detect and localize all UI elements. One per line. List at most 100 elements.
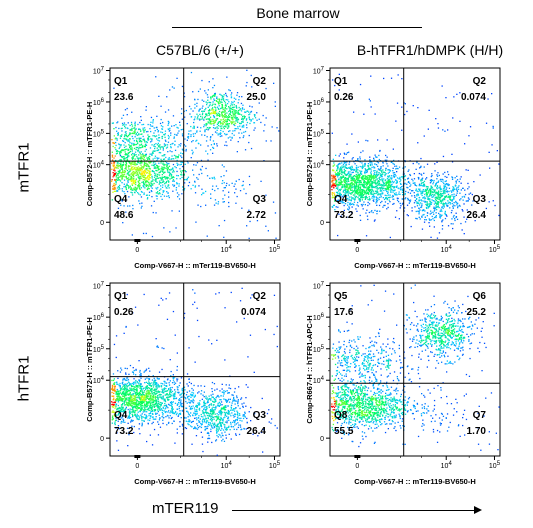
event-dot (172, 401, 174, 403)
event-dot (214, 111, 216, 113)
event-dot (429, 188, 432, 190)
event-dot (140, 141, 142, 143)
event-dot (426, 163, 429, 165)
event-dot (343, 171, 345, 173)
event-dot (217, 127, 219, 129)
event-dot (180, 170, 182, 172)
event-dot (200, 169, 202, 171)
event-dot (214, 95, 216, 97)
event-dot (392, 195, 394, 198)
event-dot (362, 175, 364, 177)
event-dot (200, 385, 202, 387)
event-dot (209, 404, 211, 406)
event-dot (199, 88, 201, 90)
event-dot (250, 74, 252, 77)
event-dot (364, 196, 366, 198)
event-dot (368, 199, 370, 201)
event-dot (274, 105, 276, 107)
event-dot (225, 384, 227, 386)
event-dot (366, 197, 368, 199)
event-dot (357, 159, 359, 161)
event-dot (168, 169, 171, 171)
event-dot (124, 151, 126, 153)
event-dot (442, 179, 444, 181)
event-dot (165, 387, 167, 390)
event-dot (449, 202, 451, 204)
event-dot (138, 144, 141, 146)
event-dot (157, 346, 159, 348)
event-dot (121, 182, 123, 184)
event-dot (121, 190, 124, 192)
event-dot (369, 177, 371, 179)
event-dot (422, 181, 425, 184)
event-dot (246, 110, 248, 112)
event-dot (388, 176, 390, 178)
event-dot (158, 140, 161, 142)
event-dot (135, 183, 137, 186)
event-dot (376, 199, 379, 201)
event-dot (140, 196, 143, 198)
event-dot (153, 200, 155, 202)
event-dot (385, 161, 387, 163)
event-dot (467, 182, 469, 185)
event-dot (443, 204, 445, 206)
event-dot (131, 129, 133, 132)
event-dot (119, 135, 122, 137)
event-dot (145, 168, 147, 170)
event-dot (468, 186, 470, 188)
event-dot (426, 207, 428, 209)
event-dot (407, 215, 409, 217)
event-dot (396, 182, 398, 184)
event-dot (118, 143, 120, 145)
event-dot (216, 115, 218, 117)
event-dot (201, 134, 203, 136)
event-dot (138, 379, 140, 381)
event-dot (202, 118, 204, 120)
event-dot (164, 133, 166, 135)
event-dot (364, 198, 366, 200)
event-dot (245, 192, 247, 195)
event-dot (443, 197, 446, 199)
event-dot (364, 181, 366, 183)
event-dot (151, 196, 153, 198)
event-dot (398, 187, 400, 190)
event-dot (113, 190, 116, 192)
event-dot (226, 182, 228, 185)
event-dot (347, 172, 350, 174)
event-dot (350, 168, 352, 170)
event-dot (358, 177, 360, 179)
event-dot (375, 187, 377, 189)
event-dot (355, 167, 358, 169)
event-dot (209, 422, 211, 424)
event-dot (113, 135, 115, 137)
event-dot (380, 194, 382, 196)
event-dot (120, 176, 122, 178)
event-dot (393, 186, 396, 188)
event-dot (194, 118, 196, 120)
event-dot (354, 179, 357, 182)
event-dot (348, 209, 350, 211)
event-dot (113, 128, 115, 130)
event-dot (222, 115, 225, 117)
event-dot (220, 401, 223, 403)
event-dot (218, 410, 221, 412)
event-dot (246, 225, 248, 227)
event-dot (115, 141, 117, 144)
event-dot (397, 187, 399, 189)
event-dot (112, 176, 114, 178)
event-dot (183, 416, 186, 419)
event-dot (365, 212, 367, 214)
event-dot (231, 118, 233, 121)
event-dot (354, 185, 356, 187)
event-dot (198, 173, 200, 176)
event-dot (181, 165, 184, 168)
event-dot (131, 174, 133, 176)
event-dot (380, 196, 382, 198)
event-dot (184, 163, 186, 165)
event-dot (197, 385, 199, 387)
event-dot (115, 178, 118, 180)
event-dot (164, 382, 166, 384)
event-dot (158, 378, 160, 380)
event-dot (145, 153, 147, 155)
event-dot (240, 110, 243, 112)
